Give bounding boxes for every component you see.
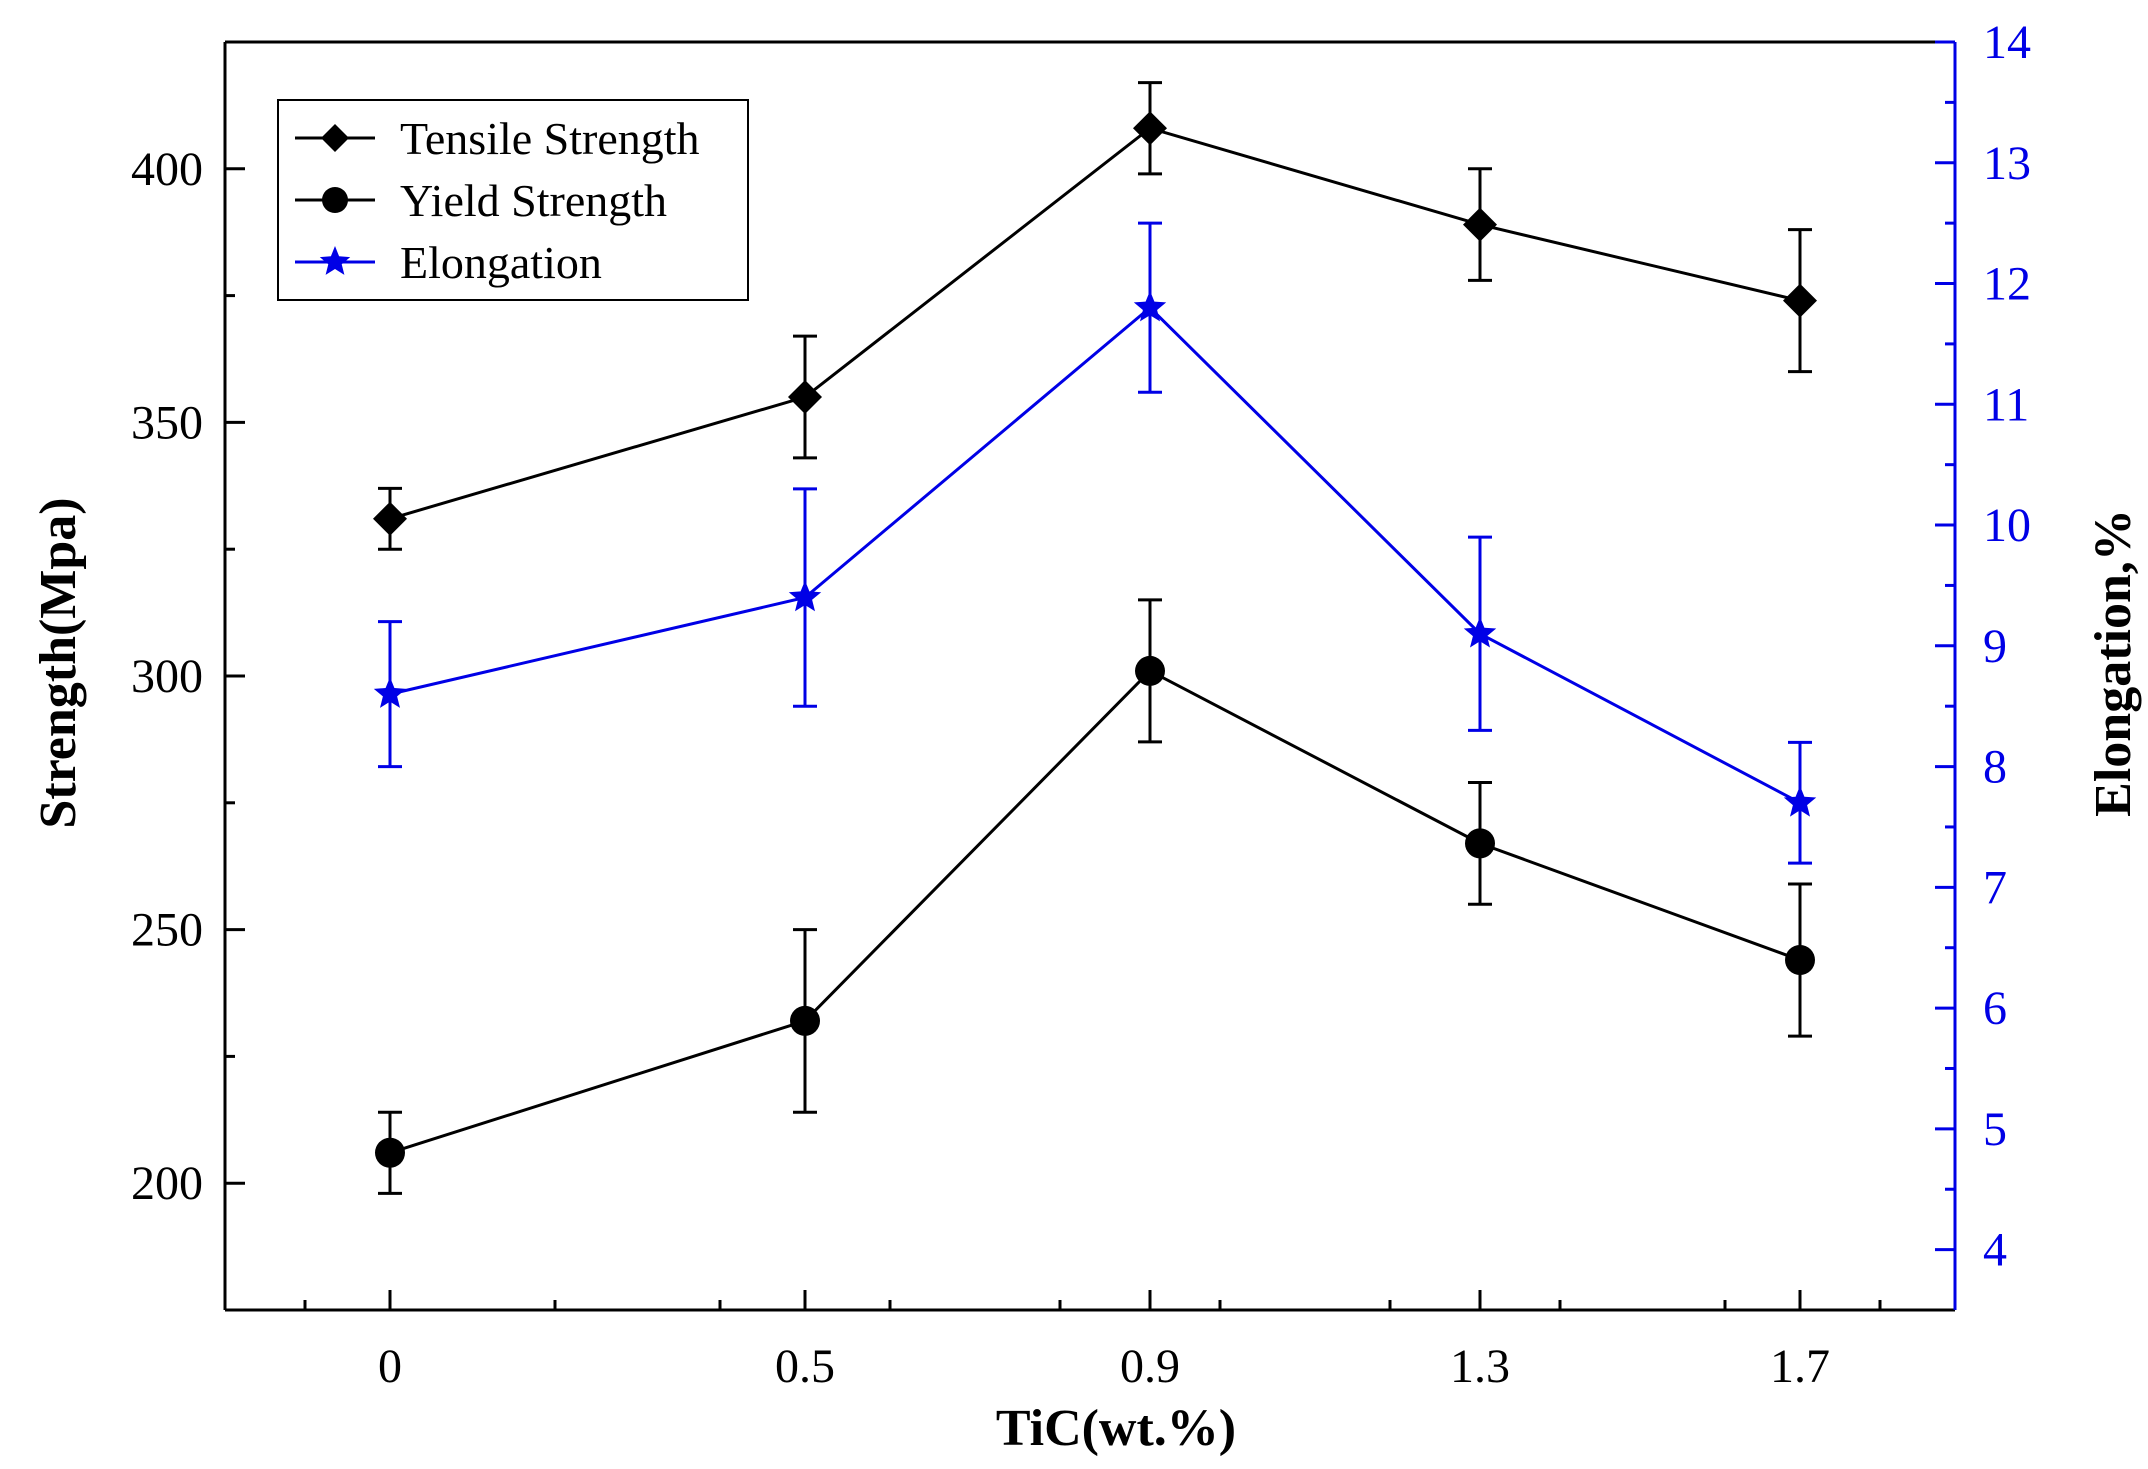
data-point — [373, 677, 407, 708]
data-point — [1135, 655, 1165, 686]
legend-marker-elongation — [319, 246, 351, 275]
data-point — [1785, 945, 1815, 976]
y-axis-left: 200 250 300 350 400 — [131, 40, 245, 1312]
y2-tick-label: 12 — [1983, 258, 2031, 311]
legend-marker-tensile — [321, 124, 349, 152]
x-tick-label: 0.9 — [1120, 1340, 1180, 1393]
series-tensile-strength — [373, 81, 1817, 551]
y2-tick-label: 9 — [1983, 620, 2007, 673]
y-tick-label: 400 — [131, 143, 203, 196]
y2-tick-label: 6 — [1983, 982, 2007, 1035]
data-point — [1133, 111, 1167, 146]
legend-marker-yield — [322, 187, 348, 213]
data-point — [788, 380, 822, 415]
data-point — [788, 580, 822, 612]
x-tick-label: 0 — [378, 1340, 402, 1393]
legend-label-yield: Yield Strength — [400, 175, 667, 226]
x-axis-title: TiC(wt.%) — [996, 1400, 1236, 1457]
x-tick-label: 1.7 — [1770, 1340, 1830, 1393]
y-axis-right: 4 5 6 7 8 9 10 11 12 13 14 — [1935, 16, 2031, 1277]
x-tick-label: 0.5 — [775, 1340, 835, 1393]
data-point — [1783, 283, 1817, 318]
y2-tick-label: 10 — [1983, 499, 2031, 552]
y-axis-title-right: Elongation,% — [2085, 509, 2142, 817]
x-tick-label: 1.3 — [1450, 1340, 1510, 1393]
y2-tick-label: 8 — [1983, 741, 2007, 794]
legend-label-tensile: Tensile Strength — [400, 113, 700, 164]
y2-tick-label: 7 — [1983, 861, 2007, 914]
series-line — [389, 669, 1801, 1155]
legend: Tensile Strength Yield Strength Elongati… — [277, 99, 749, 301]
data-point — [1133, 290, 1167, 322]
y2-tick-label: 11 — [1983, 378, 2029, 431]
y-axis-title-left: Strength(Mpa) — [30, 497, 87, 828]
data-point — [1465, 828, 1495, 859]
y-tick-label: 350 — [131, 396, 203, 449]
y-tick-label: 200 — [131, 1157, 203, 1210]
data-point — [1463, 207, 1497, 242]
series-elongation — [373, 221, 1817, 865]
data-point — [1463, 616, 1497, 648]
series-layer — [373, 81, 1817, 1195]
y-tick-label: 300 — [131, 650, 203, 703]
y-tick-label: 250 — [131, 904, 203, 957]
x-axis: 0 0.5 0.9 1.3 1.7 — [303, 1290, 1882, 1393]
y2-tick-label: 4 — [1983, 1224, 2007, 1277]
y2-tick-label: 5 — [1983, 1103, 2007, 1156]
data-point — [373, 501, 407, 536]
data-point — [790, 1005, 820, 1036]
y2-tick-label: 14 — [1983, 16, 2031, 69]
legend-label-elongation: Elongation — [400, 237, 602, 288]
data-point — [375, 1137, 405, 1168]
series-yield-strength — [375, 598, 1815, 1195]
data-point — [1783, 785, 1817, 817]
y2-tick-label: 13 — [1983, 137, 2031, 190]
